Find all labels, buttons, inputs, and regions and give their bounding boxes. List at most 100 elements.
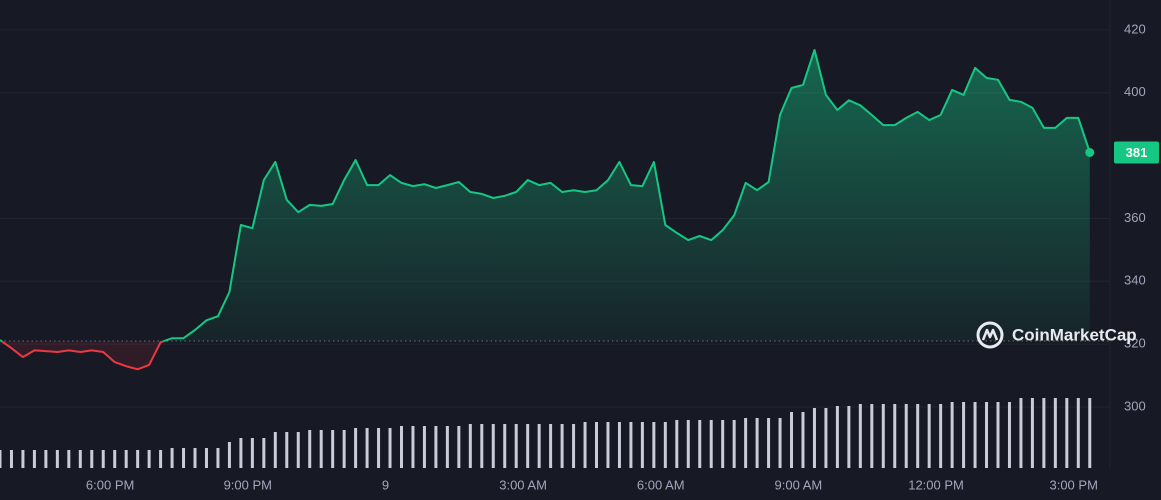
- volume-bar: [319, 430, 323, 468]
- volume-bar: [204, 448, 208, 468]
- volume-bar: [354, 428, 358, 468]
- volume-bar: [744, 418, 748, 468]
- volume-bar: [55, 450, 59, 468]
- volume-bar: [159, 450, 163, 468]
- volume-bar: [686, 420, 690, 468]
- volume-bar: [445, 426, 449, 468]
- volume-bar: [32, 450, 36, 468]
- volume-bar: [526, 424, 530, 468]
- volume-bar: [606, 422, 610, 468]
- volume-bar: [170, 448, 174, 468]
- volume-bar: [78, 450, 82, 468]
- volume-bar: [434, 426, 438, 468]
- volume-bar: [44, 450, 48, 468]
- volume-bar: [560, 424, 564, 468]
- volume-bar: [342, 430, 346, 468]
- volume-bar: [468, 424, 472, 468]
- volume-bar: [399, 426, 403, 468]
- volume-bar: [1007, 402, 1011, 468]
- volume-bar: [365, 428, 369, 468]
- volume-bar: [273, 432, 277, 468]
- volume-bar: [101, 450, 105, 468]
- volume-bar: [652, 422, 656, 468]
- x-tick-label: 9:00 AM: [775, 477, 823, 492]
- y-tick-label: 320: [1124, 336, 1146, 351]
- volume-bar: [640, 422, 644, 468]
- watermark-text: CoinMarketCap: [1012, 325, 1137, 344]
- volume-bar: [801, 412, 805, 468]
- price-tag: [1114, 141, 1159, 164]
- volume-bar: [0, 450, 2, 468]
- volume-bars: [0, 398, 1092, 468]
- volume-bar: [1030, 398, 1034, 468]
- logo: [976, 321, 1004, 349]
- volume-bar: [21, 450, 25, 468]
- volume-bar: [1088, 398, 1092, 468]
- volume-bar: [113, 450, 117, 468]
- volume-bar: [296, 432, 300, 468]
- x-axis: 6:00 PM 9:00 PM 9 3:00 AM 6:00 AM 9:00 AM 12:0…: [86, 477, 1098, 492]
- y-tick-label: 420: [1124, 21, 1146, 36]
- plot: 381: [0, 49, 1159, 371]
- volume-bar: [285, 432, 289, 468]
- last-point: [1085, 147, 1095, 157]
- volume-bar: [663, 422, 667, 468]
- x-tick-label: 9: [382, 477, 389, 492]
- watermark: CoinMarketCap: [976, 321, 1137, 349]
- x-tick-label: 6:00 PM: [86, 477, 134, 492]
- price-tag-label: 381: [1126, 145, 1148, 160]
- volume-bar: [767, 418, 771, 468]
- volume-bar: [1065, 398, 1069, 468]
- volume-bar: [904, 404, 908, 468]
- y-tick-label: 300: [1124, 398, 1146, 413]
- volume-bar: [881, 404, 885, 468]
- x-tick-label: 6:00 AM: [637, 477, 685, 492]
- volume-bar: [835, 406, 839, 468]
- volume-bar: [147, 450, 151, 468]
- volume-bar: [9, 450, 13, 468]
- volume-bar: [388, 428, 392, 468]
- x-tick-label: 3:00 AM: [499, 477, 547, 492]
- volume-bar: [617, 422, 621, 468]
- volume-bar: [549, 424, 553, 468]
- area-above: [0, 50, 1090, 342]
- volume-bar: [709, 420, 713, 468]
- volume-bar: [629, 422, 633, 468]
- volume-bar: [227, 442, 231, 468]
- volume-bar: [950, 402, 954, 468]
- x-tick-label: 12:00 PM: [908, 477, 964, 492]
- logo-mark: [981, 328, 999, 341]
- volume-bar: [870, 404, 874, 468]
- volume-bar: [1053, 398, 1057, 468]
- volume-bar: [411, 426, 415, 468]
- volume-bar: [308, 430, 312, 468]
- volume-bar: [721, 420, 725, 468]
- volume-bar: [996, 402, 1000, 468]
- volume-bar: [916, 404, 920, 468]
- volume-bar: [755, 418, 759, 468]
- volume-bar: [985, 402, 989, 468]
- volume-bar: [824, 408, 828, 468]
- volume-bar: [514, 424, 518, 468]
- volume-bar: [480, 424, 484, 468]
- volume-bar: [1019, 398, 1023, 468]
- volume-bar: [858, 404, 862, 468]
- volume-bar: [675, 420, 679, 468]
- volume-bar: [1076, 398, 1080, 468]
- volume-bar: [491, 424, 495, 468]
- volume-bar: [457, 426, 461, 468]
- x-tick-label: 9:00 PM: [224, 477, 272, 492]
- volume-bar: [90, 450, 94, 468]
- y-tick-label: 400: [1124, 84, 1146, 99]
- y-axis: 300 320 340 360 400 420: [1124, 21, 1146, 413]
- volume-bar: [847, 406, 851, 468]
- volume-bar: [962, 402, 966, 468]
- y-tick-label: 360: [1124, 210, 1146, 225]
- volume-bar: [812, 408, 816, 468]
- volume-bar: [422, 426, 426, 468]
- volume-bar: [595, 422, 599, 468]
- volume-bar: [893, 404, 897, 468]
- volume-bar: [572, 424, 576, 468]
- volume-bar: [927, 404, 931, 468]
